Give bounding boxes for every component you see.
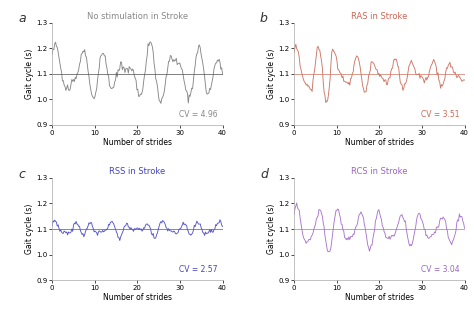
X-axis label: Number of strides: Number of strides (345, 138, 414, 147)
Text: CV = 4.96: CV = 4.96 (179, 109, 218, 118)
Title: RCS in Stroke: RCS in Stroke (351, 167, 408, 176)
Title: No stimulation in Stroke: No stimulation in Stroke (87, 12, 188, 21)
Y-axis label: Gait cycle (s): Gait cycle (s) (267, 204, 276, 254)
Text: c: c (18, 168, 25, 181)
Text: a: a (18, 12, 26, 25)
Y-axis label: Gait cycle (s): Gait cycle (s) (267, 49, 276, 99)
X-axis label: Number of strides: Number of strides (345, 293, 414, 302)
Text: CV = 3.04: CV = 3.04 (421, 265, 459, 274)
Text: d: d (260, 168, 268, 181)
Text: CV = 3.51: CV = 3.51 (421, 109, 459, 118)
Title: RSS in Stroke: RSS in Stroke (109, 167, 165, 176)
X-axis label: Number of strides: Number of strides (103, 138, 172, 147)
Title: RAS in Stroke: RAS in Stroke (351, 12, 408, 21)
Y-axis label: Gait cycle (s): Gait cycle (s) (25, 204, 34, 254)
X-axis label: Number of strides: Number of strides (103, 293, 172, 302)
Text: b: b (260, 12, 268, 25)
Text: CV = 2.57: CV = 2.57 (179, 265, 218, 274)
Y-axis label: Gait cycle (s): Gait cycle (s) (25, 49, 34, 99)
